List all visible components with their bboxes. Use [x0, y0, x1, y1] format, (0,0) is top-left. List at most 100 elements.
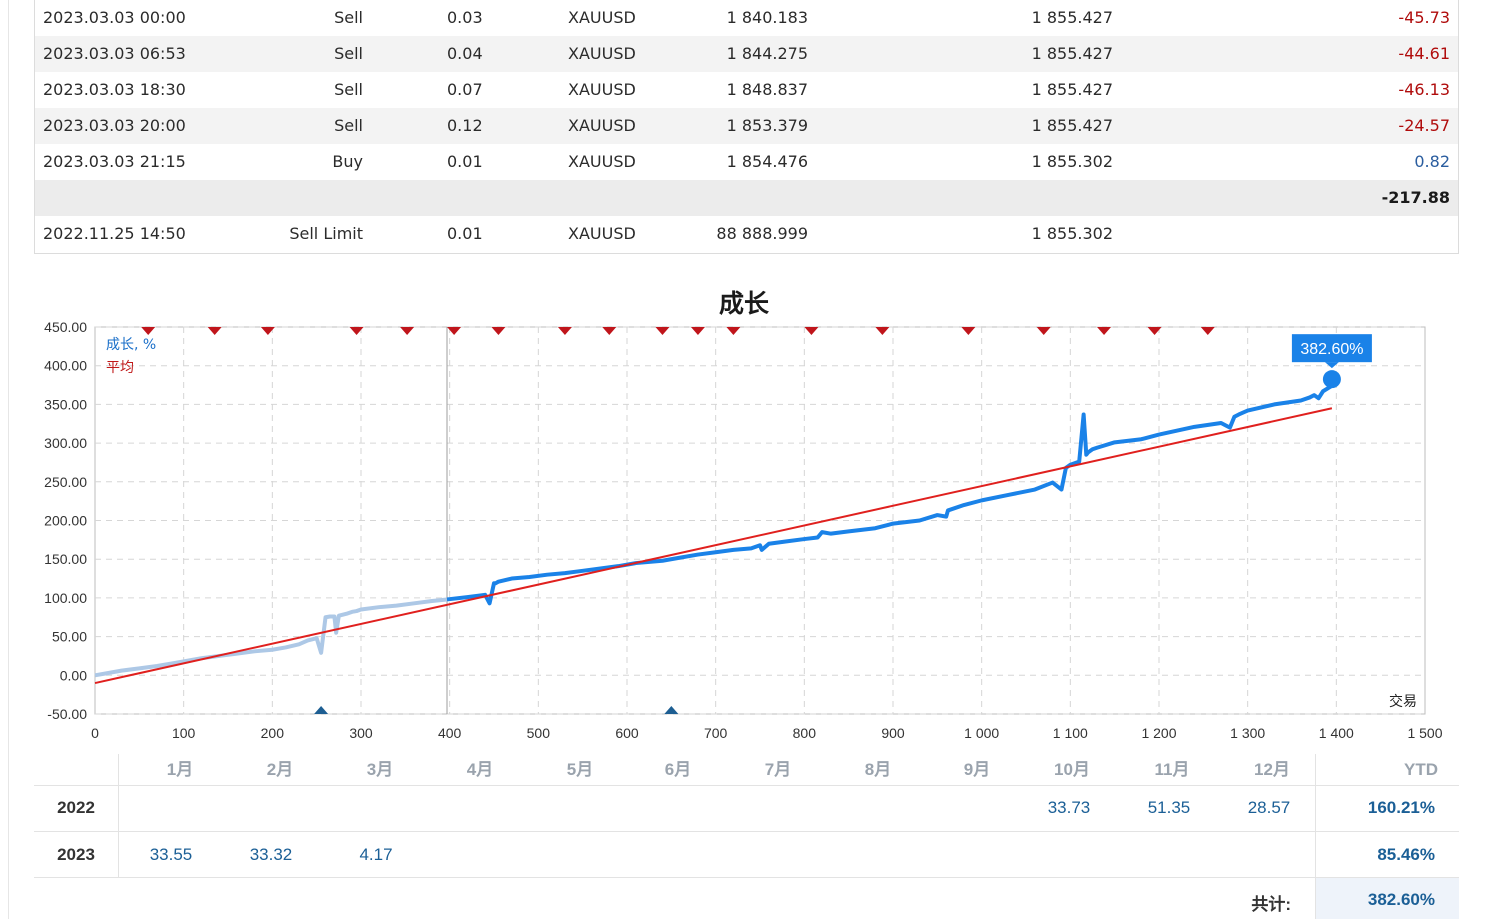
withdrawal-marker[interactable]: [141, 327, 156, 335]
trade-symbol: XAUUSD: [568, 8, 636, 27]
x-tick-label: 200: [261, 725, 285, 741]
trades-summary-row: -217.88: [35, 180, 1458, 216]
x-tick-label: 600: [615, 725, 639, 741]
total-box: [1316, 878, 1459, 919]
total-value: 382.60%: [1367, 890, 1435, 909]
x-tick-label: 800: [793, 725, 817, 741]
month-header: 11月: [1154, 760, 1190, 779]
ytd-return: 160.21%: [1367, 798, 1435, 817]
growth-line-history: [94, 597, 448, 678]
y-tick-label: 350.00: [44, 396, 87, 412]
trade-open-price: 1 844.275: [726, 44, 808, 63]
x-tick-label: 900: [881, 725, 905, 741]
trade-time: 2023.03.03 00:00: [43, 8, 186, 27]
x-tick-label: 100: [172, 725, 196, 741]
withdrawal-marker[interactable]: [400, 327, 415, 335]
trade-profit: -46.13: [1398, 80, 1450, 99]
trade-time: 2022.11.25 14:50: [43, 224, 186, 243]
legend-average: 平均: [106, 360, 134, 376]
row-divider: [34, 785, 1459, 786]
trade-symbol: XAUUSD: [568, 80, 636, 99]
withdrawal-marker[interactable]: [875, 327, 890, 335]
deposit-marker[interactable]: [314, 706, 329, 714]
trade-row[interactable]: 2023.03.03 06:53 Sell 0.04 XAUUSD 1 844.…: [35, 36, 1458, 72]
trade-current-price: 1 855.302: [1031, 224, 1113, 243]
row-divider: [34, 831, 1459, 832]
month-return: 51.35: [1147, 798, 1191, 817]
trade-open-price: 88 888.999: [716, 224, 808, 243]
month-return: 4.17: [359, 845, 393, 864]
trade-open-price: 1 853.379: [726, 116, 808, 135]
last-point-dot[interactable]: [1322, 370, 1341, 389]
x-tick-label: 500: [527, 725, 551, 741]
deposit-marker[interactable]: [664, 706, 679, 714]
month-header: 7月: [764, 760, 792, 779]
withdrawal-marker[interactable]: [1200, 327, 1215, 335]
withdrawal-marker[interactable]: [447, 327, 462, 335]
growth-line: [446, 384, 1333, 606]
trade-profit: -44.61: [1398, 44, 1450, 63]
last-value-tooltip: [1291, 334, 1372, 363]
month-return: 33.32: [249, 845, 293, 864]
month-header: 9月: [963, 760, 991, 779]
y-tick-label: 250.00: [44, 474, 87, 490]
x-tick-label: 1 000: [964, 725, 999, 741]
trade-volume: 0.01: [447, 152, 483, 171]
withdrawal-marker[interactable]: [1097, 327, 1112, 335]
trade-profit: 0.82: [1414, 152, 1450, 171]
trade-type: Sell: [334, 80, 363, 99]
withdrawal-marker[interactable]: [557, 327, 572, 335]
page-left-border: [8, 0, 9, 919]
month-return: 33.73: [1047, 798, 1091, 817]
pending-order-row[interactable]: 2022.11.25 14:50 Sell Limit 0.01 XAUUSD …: [35, 216, 1458, 252]
trade-volume: 0.07: [447, 80, 483, 99]
withdrawal-marker[interactable]: [961, 327, 976, 335]
trade-open-price: 1 854.476: [726, 152, 808, 171]
x-axis-label: 交易: [1389, 693, 1417, 710]
withdrawal-marker[interactable]: [260, 327, 275, 335]
trade-time: 2023.03.03 20:00: [43, 116, 186, 135]
withdrawal-marker[interactable]: [726, 327, 741, 335]
last-value-label: 382.60%: [1300, 341, 1363, 358]
y-tick-label: -50.00: [47, 706, 87, 722]
withdrawal-marker[interactable]: [690, 327, 705, 335]
withdrawal-marker[interactable]: [349, 327, 364, 335]
month-header: 6月: [664, 760, 692, 779]
trades-table: 2023.03.03 00:00 Sell 0.03 XAUUSD 1 840.…: [34, 0, 1459, 254]
trade-open-price: 1 848.837: [726, 80, 808, 99]
x-tick-label: 0: [91, 725, 99, 741]
withdrawal-marker[interactable]: [207, 327, 222, 335]
trade-type: Sell: [334, 116, 363, 135]
total-label: 共计:: [1251, 895, 1291, 914]
trade-time: 2023.03.03 06:53: [43, 44, 186, 63]
withdrawal-marker[interactable]: [602, 327, 617, 335]
trade-profit: -24.57: [1398, 116, 1450, 135]
y-tick-label: 450.00: [44, 319, 87, 335]
month-header: 2月: [266, 760, 294, 779]
trade-current-price: 1 855.302: [1031, 152, 1113, 171]
trade-row[interactable]: 2023.03.03 18:30 Sell 0.07 XAUUSD 1 848.…: [35, 72, 1458, 108]
month-header: 1月: [166, 760, 194, 779]
trade-type: Buy: [332, 152, 363, 171]
trade-row[interactable]: 2023.03.03 21:15 Buy 0.01 XAUUSD 1 854.4…: [35, 144, 1458, 180]
trade-open-price: 1 840.183: [726, 8, 808, 27]
x-tick-label: 1 100: [1053, 725, 1088, 741]
trade-row[interactable]: 2023.03.03 00:00 Sell 0.03 XAUUSD 1 840.…: [35, 0, 1458, 36]
trade-row[interactable]: 2023.03.03 20:00 Sell 0.12 XAUUSD 1 853.…: [35, 108, 1458, 144]
y-tick-label: 100.00: [44, 590, 87, 606]
withdrawal-marker[interactable]: [804, 327, 819, 335]
trade-type: Sell: [334, 8, 363, 27]
trade-time: 2023.03.03 21:15: [43, 152, 186, 171]
trade-current-price: 1 855.427: [1031, 44, 1113, 63]
y-tick-label: 0.00: [60, 667, 87, 683]
trade-symbol: XAUUSD: [568, 44, 636, 63]
growth-chart[interactable]: -50.00 0.00 50.00 100.00 150.00 200.00 250.00 3…: [0, 315, 1488, 745]
chart-title: 成长: [718, 289, 769, 318]
withdrawal-marker[interactable]: [491, 327, 506, 335]
month-return: 28.57: [1247, 798, 1291, 817]
withdrawal-marker[interactable]: [1147, 327, 1162, 335]
withdrawal-marker[interactable]: [1036, 327, 1051, 335]
trade-symbol: XAUUSD: [568, 152, 636, 171]
trade-type: Sell Limit: [289, 224, 363, 243]
withdrawal-marker[interactable]: [655, 327, 670, 335]
